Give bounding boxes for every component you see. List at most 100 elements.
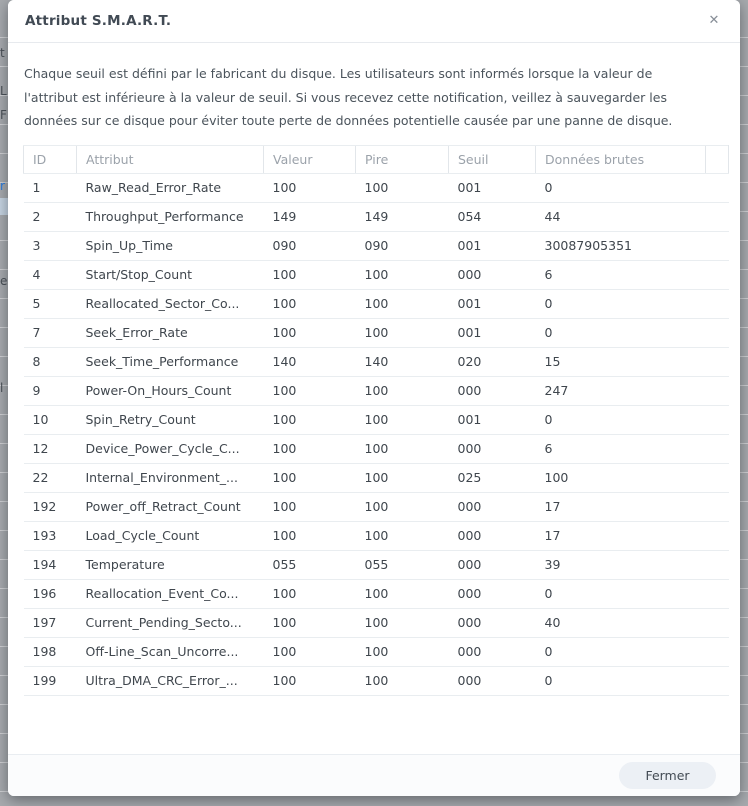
cell-value: 100 <box>263 289 356 319</box>
table-row: 199 Ultra_DMA_CRC_Error_... 100 100 000 0 <box>23 666 729 696</box>
cell-attribute: Current_Pending_Secto... <box>76 608 264 638</box>
cell-threshold: 000 <box>448 492 536 522</box>
cell-threshold: 001 <box>448 289 536 319</box>
cell-threshold: 001 <box>448 173 536 203</box>
dialog-header: Attribut S.M.A.R.T. ✕ <box>8 0 740 43</box>
table-row: 12 Device_Power_Cycle_C... 100 100 000 6 <box>23 434 729 464</box>
description-line: données sur ce disque pour éviter toute … <box>24 113 673 129</box>
table-row: 4 Start/Stop_Count 100 100 000 6 <box>23 260 729 290</box>
cell-raw-data: 6 <box>535 434 706 464</box>
cell-attribute: Reallocated_Sector_Co... <box>76 289 264 319</box>
dialog-title: Attribut S.M.A.R.T. <box>25 13 172 29</box>
cell-threshold: 001 <box>448 231 536 261</box>
cell-value: 140 <box>263 347 356 377</box>
cell-worst: 100 <box>355 521 449 551</box>
cell-raw-data: 17 <box>535 521 706 551</box>
cell-raw-data: 0 <box>535 579 706 609</box>
cell-raw-data: 247 <box>535 376 706 406</box>
cell-id: 198 <box>23 637 77 667</box>
cell-id: 197 <box>23 608 77 638</box>
cell-filler <box>705 347 729 377</box>
cell-raw-data: 0 <box>535 405 706 435</box>
cell-worst: 100 <box>355 376 449 406</box>
cell-id: 192 <box>23 492 77 522</box>
cell-id: 1 <box>23 173 77 203</box>
cell-filler <box>705 550 729 580</box>
cell-worst: 100 <box>355 173 449 203</box>
cell-worst: 100 <box>355 637 449 667</box>
cell-threshold: 000 <box>448 434 536 464</box>
close-icon[interactable]: ✕ <box>708 13 720 28</box>
cell-filler <box>705 289 729 319</box>
cell-attribute: Load_Cycle_Count <box>76 521 264 551</box>
description-line: l'attribut est inférieure à la valeur de… <box>24 89 667 105</box>
cell-threshold: 001 <box>448 318 536 348</box>
cell-id: 3 <box>23 231 77 261</box>
cell-threshold: 000 <box>448 608 536 638</box>
cell-attribute: Ultra_DMA_CRC_Error_... <box>76 666 264 696</box>
backdrop-fragment: r <box>0 179 5 193</box>
table-row: 198 Off-Line_Scan_Uncorre... 100 100 000 0 <box>23 637 729 667</box>
backdrop-fragment: L <box>0 84 7 98</box>
cell-threshold: 001 <box>448 405 536 435</box>
cell-id: 5 <box>23 289 77 319</box>
cell-filler <box>705 318 729 348</box>
cell-raw-data: 44 <box>535 202 706 232</box>
cell-id: 196 <box>23 579 77 609</box>
table-header-row: ID Attribut Valeur Pire Seuil Données br… <box>23 144 729 174</box>
cell-value: 100 <box>263 434 356 464</box>
cell-threshold: 000 <box>448 376 536 406</box>
cell-attribute: Reallocation_Event_Co... <box>76 579 264 609</box>
cell-value: 100 <box>263 637 356 667</box>
cell-value: 100 <box>263 376 356 406</box>
column-header-raw-data: Données brutes <box>535 144 706 174</box>
cell-filler <box>705 173 729 203</box>
cell-attribute: Device_Power_Cycle_C... <box>76 434 264 464</box>
table-row: 196 Reallocation_Event_Co... 100 100 000 0 <box>23 579 729 609</box>
cell-filler <box>705 376 729 406</box>
column-header-value: Valeur <box>263 144 356 174</box>
cell-raw-data: 30087905351 <box>535 231 706 261</box>
cell-worst: 100 <box>355 492 449 522</box>
cell-id: 10 <box>23 405 77 435</box>
cell-value: 100 <box>263 608 356 638</box>
close-dialog-button[interactable]: Fermer <box>619 762 716 789</box>
cell-worst: 100 <box>355 463 449 493</box>
table-row: 2 Throughput_Performance 149 149 054 44 <box>23 202 729 232</box>
backdrop-fragment: l <box>0 381 4 395</box>
cell-raw-data: 0 <box>535 173 706 203</box>
cell-value: 100 <box>263 463 356 493</box>
cell-raw-data: 100 <box>535 463 706 493</box>
cell-threshold: 025 <box>448 463 536 493</box>
cell-id: 194 <box>23 550 77 580</box>
dialog-footer: Fermer <box>8 754 740 796</box>
table-row: 194 Temperature 055 055 000 39 <box>23 550 729 580</box>
cell-id: 7 <box>23 318 77 348</box>
cell-raw-data: 6 <box>535 260 706 290</box>
cell-raw-data: 0 <box>535 289 706 319</box>
cell-id: 4 <box>23 260 77 290</box>
smart-attribute-table: ID Attribut Valeur Pire Seuil Données br… <box>23 144 729 696</box>
cell-value: 149 <box>263 202 356 232</box>
cell-threshold: 000 <box>448 666 536 696</box>
cell-value: 100 <box>263 173 356 203</box>
table-row: 22 Internal_Environment_... 100 100 025 100 <box>23 463 729 493</box>
cell-value: 100 <box>263 318 356 348</box>
cell-filler <box>705 231 729 261</box>
cell-raw-data: 17 <box>535 492 706 522</box>
cell-value: 100 <box>263 405 356 435</box>
table-row: 3 Spin_Up_Time 090 090 001 30087905351 <box>23 231 729 261</box>
cell-id: 22 <box>23 463 77 493</box>
cell-worst: 100 <box>355 579 449 609</box>
cell-worst: 055 <box>355 550 449 580</box>
table-row: 197 Current_Pending_Secto... 100 100 000 40 <box>23 608 729 638</box>
cell-filler <box>705 521 729 551</box>
table-row: 7 Seek_Error_Rate 100 100 001 0 <box>23 318 729 348</box>
cell-value: 100 <box>263 666 356 696</box>
cell-filler <box>705 260 729 290</box>
cell-worst: 100 <box>355 608 449 638</box>
cell-filler <box>705 434 729 464</box>
cell-worst: 149 <box>355 202 449 232</box>
table-row: 193 Load_Cycle_Count 100 100 000 17 <box>23 521 729 551</box>
column-header-id: ID <box>23 144 77 174</box>
